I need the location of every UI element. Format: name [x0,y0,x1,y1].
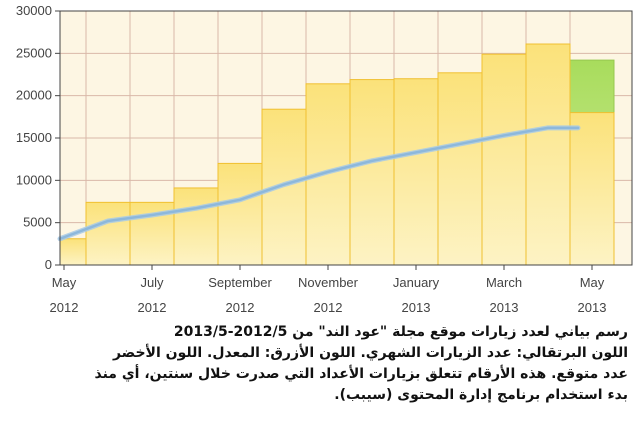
caption-line: عدد متوقع. هذه الأرقام تتعلق بزيارات الأ… [94,366,628,382]
x-tick-year: 2012 [138,300,167,315]
y-tick-label: 5000 [23,215,52,230]
bar-monthly [349,79,395,266]
y-tick-label: 25000 [16,45,52,60]
average-line [57,125,581,242]
x-tick-year: 2013 [578,300,607,315]
y-tick-label: 15000 [16,130,52,145]
chart-caption: رسم بياني لعدد زيارات موقع مجلة "عود الن… [0,322,628,406]
x-tick-month: March [486,275,522,290]
x-tick-month: May [52,275,77,290]
bar-monthly [525,43,571,266]
bar-monthly [59,238,87,266]
y-axis-ticks: 0 5000 10000 15000 20000 25000 30000 [16,3,60,272]
x-tick-month: November [298,275,359,290]
bar-monthly [173,187,219,266]
bar-monthly [569,112,615,266]
x-tick-month: January [393,275,440,290]
y-tick-label: 10000 [16,172,52,187]
bar-monthly [393,78,439,266]
x-tick-year: 2012 [314,300,343,315]
x-axis-ticks: May 2012 July 2012 September 2012 November 2012… [50,265,607,315]
x-tick-month: May [580,275,605,290]
bar-monthly [437,72,483,266]
bars [59,43,615,266]
y-tick-label: 0 [45,257,52,272]
bar-monthly [481,53,527,266]
plot-frame [59,10,633,266]
caption-line: بدء استخدام برنامج إدارة المحتوى (سيبب). [334,387,628,403]
visits-chart: 0 5000 10000 15000 20000 25000 30000 May 2012 Ju… [16,3,633,315]
bar-monthly [85,201,131,266]
x-tick-year: 2013 [490,300,519,315]
y-tick-label: 20000 [16,88,52,103]
x-tick-year: 2013 [402,300,431,315]
bar-monthly [217,162,263,266]
average-line-path [58,126,580,241]
x-tick-month: July [140,275,164,290]
x-tick-year: 2012 [226,300,255,315]
x-tick-year: 2012 [50,300,79,315]
x-tick-month: September [208,275,272,290]
caption-line: رسم بياني لعدد زيارات موقع مجلة "عود الن… [173,324,628,340]
caption-line: اللون البرتقالي: عدد الزيارات الشهري. ال… [112,345,628,361]
y-tick-label: 30000 [16,3,52,18]
